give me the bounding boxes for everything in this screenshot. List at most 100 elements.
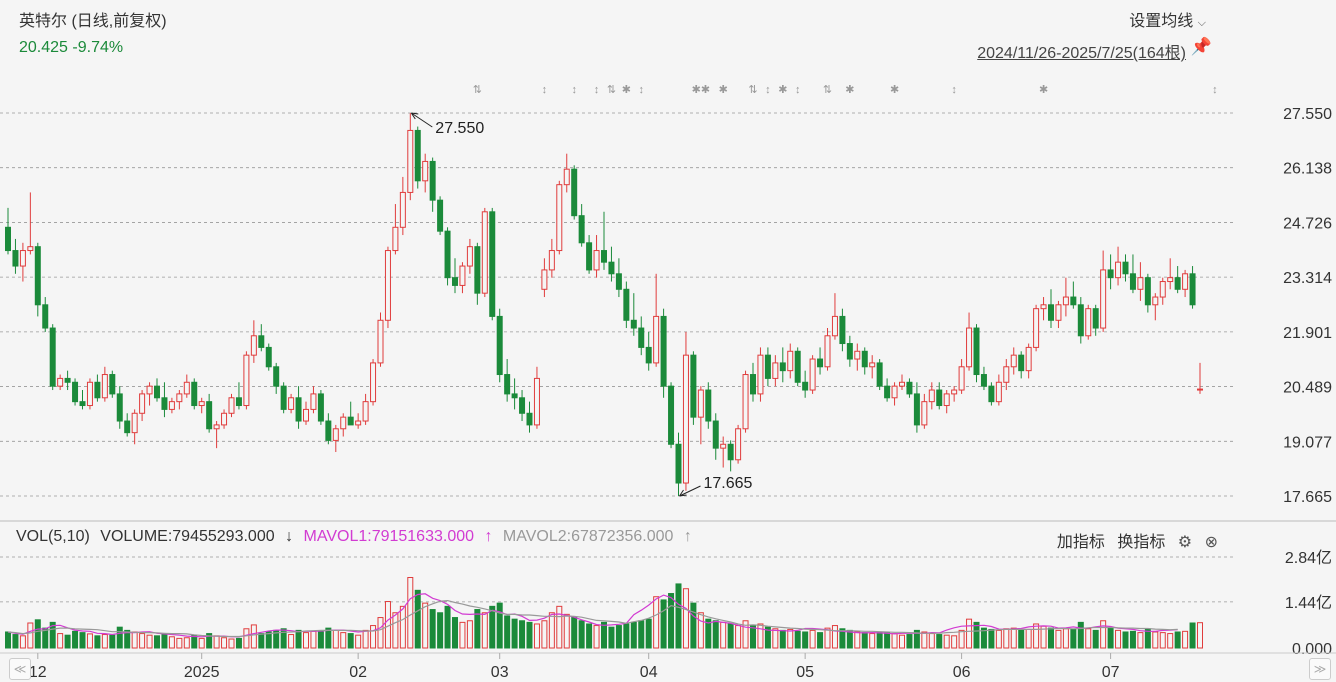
candle-body xyxy=(980,374,987,387)
volume-bar xyxy=(280,628,287,649)
price-tick-label: 24.726 xyxy=(1283,215,1332,232)
candle-body xyxy=(846,343,853,360)
volume-bar xyxy=(1159,632,1166,649)
event-marker-icon: ✱ xyxy=(622,84,631,96)
set-ma-button[interactable]: 设置均线 ⌵ xyxy=(1129,7,1206,31)
candle-body xyxy=(459,265,466,286)
candle-body xyxy=(1122,261,1129,275)
candle-body xyxy=(623,288,630,321)
volume-tick-label: 1.44亿 xyxy=(1285,594,1332,612)
volume-bar xyxy=(526,621,533,649)
volume-bar xyxy=(1182,630,1189,649)
volume-bar xyxy=(474,609,481,649)
date-range-link[interactable]: 2024/11/26-2025/7/25(164根) xyxy=(977,45,1186,62)
volume-bar xyxy=(161,634,168,649)
candle-body xyxy=(1197,388,1203,391)
candle-body xyxy=(1092,308,1099,329)
candle-body xyxy=(787,350,794,372)
volume-bar xyxy=(1115,629,1122,649)
candle-body xyxy=(928,389,935,403)
candle-body xyxy=(1033,308,1040,348)
candle-body xyxy=(1062,296,1069,306)
volume-bar xyxy=(355,634,362,649)
set-ma-label: 设置均线 xyxy=(1129,13,1194,30)
candle-body xyxy=(474,246,481,294)
volume-bar xyxy=(42,627,49,649)
event-marker-icon: ↕ xyxy=(795,84,801,96)
volume-bar xyxy=(176,637,183,649)
volume-bar xyxy=(936,634,943,649)
volume-bar xyxy=(146,634,153,649)
add-indicator-button[interactable]: 加指标 xyxy=(1056,534,1105,551)
volume-bar xyxy=(742,620,749,649)
volume-bar xyxy=(682,588,689,649)
volume-bar xyxy=(459,621,466,649)
volume-bar xyxy=(429,609,436,649)
candle-body xyxy=(720,443,727,449)
candle-body xyxy=(355,420,362,426)
candle-body xyxy=(839,315,846,345)
volume-bar xyxy=(12,634,19,649)
candle-body xyxy=(995,381,1002,403)
volume-bar xyxy=(951,635,958,649)
volume-bar xyxy=(601,621,607,649)
volume-bar xyxy=(973,621,980,649)
scroll-left-button[interactable]: ≪ xyxy=(9,658,31,680)
candle-body xyxy=(444,230,451,279)
volume-bar xyxy=(727,623,734,649)
scroll-right-button[interactable]: ≫ xyxy=(1309,658,1331,680)
gear-icon[interactable]: ⚙ xyxy=(1177,534,1193,551)
change-indicator-button[interactable]: 换指标 xyxy=(1117,534,1166,551)
annotation-label: 17.665 xyxy=(704,475,753,492)
volume-bar xyxy=(623,623,630,649)
candle-body xyxy=(49,327,56,387)
volume-bar xyxy=(392,612,399,649)
candle-body xyxy=(206,401,213,430)
volume-bar xyxy=(399,605,406,649)
candle-body xyxy=(250,335,257,356)
pin-icon[interactable]: 📌 xyxy=(1190,37,1212,56)
event-marker-icon: ✱ xyxy=(778,84,787,96)
volume-bar xyxy=(452,617,458,649)
event-marker-icon: ⇅ xyxy=(607,84,616,96)
event-marker-icon: ✱ xyxy=(719,84,728,96)
close-icon[interactable]: ⊗ xyxy=(1204,534,1218,551)
candle-body xyxy=(735,428,742,461)
candle-body xyxy=(712,420,719,449)
annotations: 27.550 17.665 xyxy=(410,112,753,497)
volume-bar xyxy=(884,632,891,649)
candle-body xyxy=(116,393,123,422)
chevron-right-icon: ≫ xyxy=(1313,662,1327,676)
candle-body xyxy=(526,412,533,426)
candle-body xyxy=(988,385,995,403)
volume-bar xyxy=(943,634,950,649)
volume-grid xyxy=(0,556,1236,603)
candle-body xyxy=(5,226,11,252)
candle-body xyxy=(854,350,861,360)
volume-bar xyxy=(243,628,250,649)
volume-bar xyxy=(705,618,712,649)
volume-bar xyxy=(295,629,302,649)
candle-body xyxy=(824,335,831,368)
candle-body xyxy=(1137,277,1144,290)
volume-bar xyxy=(638,620,645,649)
volume-bar xyxy=(258,633,265,649)
volume-bar xyxy=(1048,627,1054,649)
candle-body xyxy=(57,377,64,387)
candle-body xyxy=(697,389,704,418)
candle-body xyxy=(966,327,973,368)
volume-bar xyxy=(183,637,190,649)
volume-bar xyxy=(1129,630,1136,649)
candle-body xyxy=(407,129,414,193)
volume-bar xyxy=(653,596,660,649)
volume-bar xyxy=(168,636,175,649)
candle-body xyxy=(94,381,101,399)
candle-body xyxy=(198,401,205,407)
volume-axis: 2.84亿 1.44亿 0.000 xyxy=(1285,549,1332,658)
volume-bar xyxy=(802,631,809,649)
volume-bar xyxy=(1033,623,1040,649)
price-tick-label: 23.314 xyxy=(1283,270,1332,287)
volume-bar xyxy=(49,621,56,649)
volume-bar xyxy=(124,629,131,649)
volume-bar xyxy=(824,627,831,649)
